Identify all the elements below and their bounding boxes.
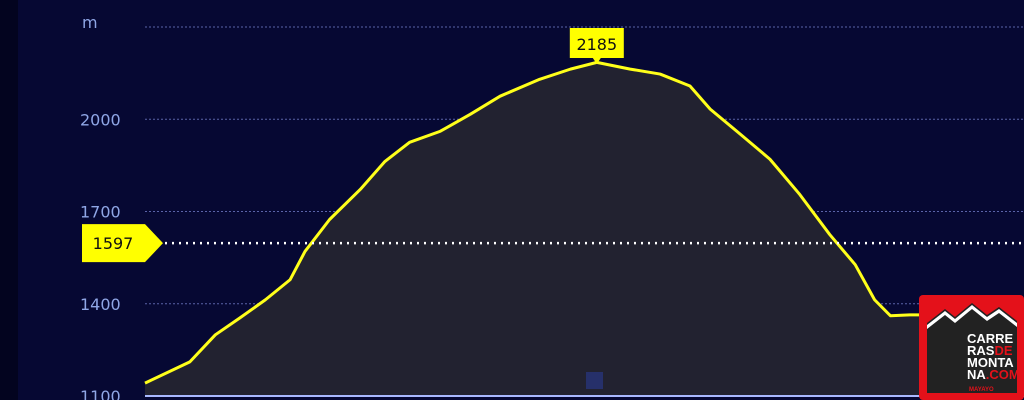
logo-line: CARRE — [967, 331, 1014, 346]
logo-part: RAS — [967, 343, 995, 358]
position-marker — [586, 372, 603, 389]
max-elevation-badge — [569, 28, 624, 64]
logo-part: NA — [967, 367, 986, 382]
logo-part: DE — [994, 343, 1013, 358]
y-tick-label: 1700 — [80, 203, 121, 222]
elevation-area — [145, 62, 921, 397]
cursor-badge — [82, 224, 163, 263]
mountain-icon — [927, 303, 1017, 329]
carreras-de-montana-logo: CARRE RASDE MONTA NA.COM MAYAYO — [919, 295, 1024, 400]
logo-line: NA.COM — [967, 367, 1020, 382]
left-edge — [0, 0, 18, 400]
y-tick-label: 1400 — [80, 295, 121, 314]
logo-line: MONTA — [967, 355, 1014, 370]
y-axis-unit: m — [82, 13, 98, 32]
cursor-label: 1597 — [93, 234, 134, 253]
max-elevation-label: 2185 — [576, 35, 617, 54]
logo-part: .COM — [985, 367, 1020, 382]
logo-line: RASDE — [967, 343, 1020, 358]
logo-text: CARRE RASDE MONTA NA.COM — [967, 331, 1020, 382]
elevation-line — [144, 60, 921, 385]
y-tick-label: 1100 — [80, 387, 121, 400]
logo-signature: MAYAYO — [969, 387, 994, 393]
y-tick-label: 2000 — [80, 110, 121, 129]
logo-inner: CARRE RASDE MONTA NA.COM — [927, 303, 1020, 393]
